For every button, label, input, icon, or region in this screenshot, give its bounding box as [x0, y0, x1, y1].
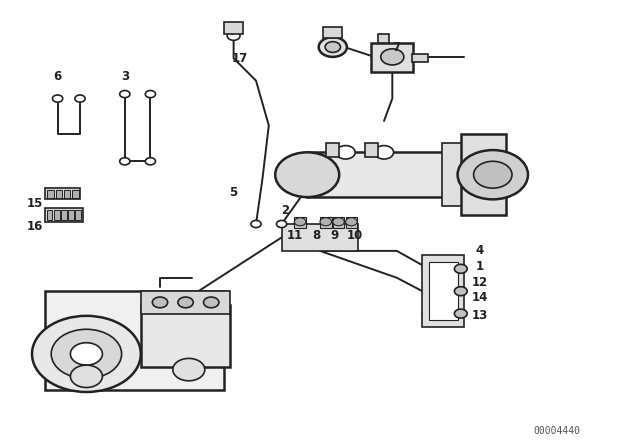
Circle shape: [319, 37, 347, 57]
Bar: [61, 210, 67, 220]
Circle shape: [336, 146, 355, 159]
Bar: [224, 22, 243, 34]
Circle shape: [251, 220, 261, 228]
Bar: [47, 190, 54, 198]
Circle shape: [275, 152, 339, 197]
Text: 15: 15: [27, 197, 44, 211]
Text: 12: 12: [472, 276, 488, 289]
Circle shape: [454, 309, 467, 318]
Circle shape: [458, 150, 528, 199]
Bar: [141, 291, 230, 314]
Bar: [47, 210, 52, 220]
Bar: [294, 217, 306, 228]
Bar: [326, 143, 339, 157]
Circle shape: [120, 90, 130, 98]
Text: 1: 1: [476, 260, 484, 273]
Circle shape: [454, 287, 467, 296]
Bar: [54, 210, 60, 220]
Bar: [45, 208, 83, 222]
Text: 17: 17: [232, 52, 248, 65]
Circle shape: [75, 95, 85, 102]
Bar: [422, 255, 464, 327]
Bar: [333, 217, 344, 228]
Text: 11: 11: [286, 228, 303, 242]
Circle shape: [32, 316, 141, 392]
Circle shape: [227, 31, 240, 40]
Circle shape: [474, 161, 512, 188]
Text: 9: 9: [330, 228, 338, 242]
Text: 10: 10: [347, 228, 364, 242]
Bar: [45, 188, 80, 199]
Bar: [442, 143, 480, 206]
Circle shape: [346, 218, 357, 226]
Bar: [64, 190, 70, 198]
Text: 4: 4: [476, 244, 484, 258]
Text: 14: 14: [472, 291, 488, 305]
Bar: [75, 210, 81, 220]
Text: 6: 6: [54, 69, 61, 83]
Bar: [365, 143, 378, 157]
Circle shape: [120, 158, 130, 165]
Circle shape: [52, 95, 63, 102]
Circle shape: [145, 90, 156, 98]
Circle shape: [454, 264, 467, 273]
Circle shape: [320, 218, 332, 226]
Circle shape: [276, 220, 287, 228]
Bar: [378, 34, 389, 43]
Text: 7: 7: [393, 40, 401, 54]
Bar: [323, 27, 342, 38]
Bar: [346, 217, 357, 228]
Bar: [68, 210, 74, 220]
Text: 5: 5: [230, 186, 237, 199]
Bar: [320, 217, 332, 228]
Circle shape: [152, 297, 168, 308]
Circle shape: [70, 365, 102, 388]
Circle shape: [70, 343, 102, 365]
Circle shape: [51, 329, 122, 379]
Circle shape: [294, 218, 306, 226]
Text: 3: 3: [121, 69, 129, 83]
Circle shape: [178, 297, 193, 308]
Text: 13: 13: [472, 309, 488, 323]
Bar: [56, 190, 62, 198]
Circle shape: [204, 297, 219, 308]
Circle shape: [374, 146, 394, 159]
Bar: [429, 262, 458, 320]
Circle shape: [173, 358, 205, 381]
Circle shape: [145, 158, 156, 165]
Bar: [282, 224, 358, 251]
Text: 16: 16: [27, 220, 44, 233]
Text: 2: 2: [281, 204, 289, 217]
Circle shape: [381, 49, 404, 65]
Circle shape: [325, 42, 340, 52]
Bar: [307, 152, 448, 197]
Text: 8: 8: [313, 228, 321, 242]
Bar: [45, 291, 224, 390]
Text: 00004440: 00004440: [533, 426, 580, 436]
Bar: [72, 190, 79, 198]
Bar: [461, 134, 506, 215]
Circle shape: [333, 218, 344, 226]
Bar: [371, 43, 413, 72]
Bar: [412, 54, 428, 62]
Bar: [141, 305, 230, 367]
